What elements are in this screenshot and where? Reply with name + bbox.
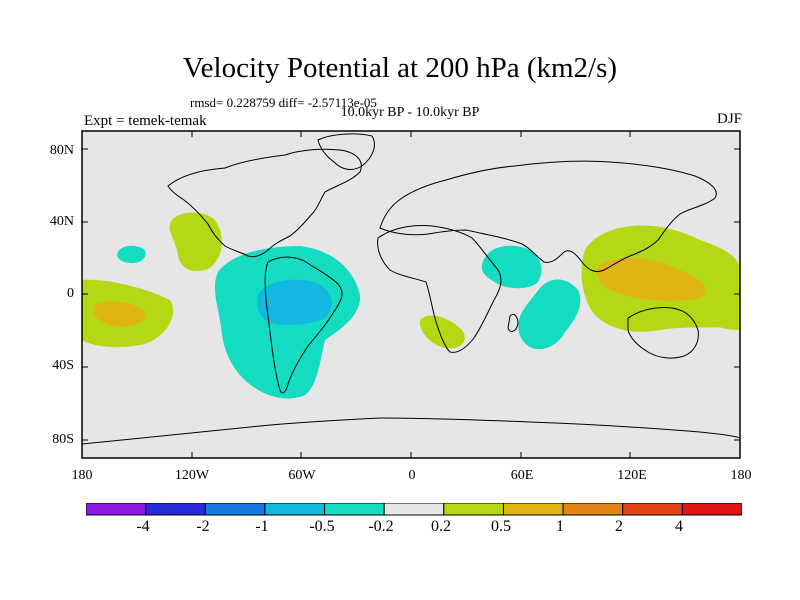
x-tick-label: 0 [408, 468, 416, 483]
y-tick-label: 0 [67, 286, 74, 301]
x-tick-label: 180 [71, 468, 93, 483]
coast-greenland [317, 133, 375, 170]
colorbar-label: -0.5 [309, 518, 335, 535]
experiment-label: Expt = temek-temak [84, 113, 207, 129]
stats-text: rmsd= 0.228759 diff= -2.57113e-05 [190, 95, 377, 110]
contour-positive-mid-maritime [596, 257, 706, 301]
colorbar-label: 4 [675, 518, 683, 535]
coastlines [82, 133, 740, 445]
colorbar-swatch [324, 503, 385, 516]
contour-negative-mid-amazon [257, 279, 333, 325]
coast-europe-asia [379, 160, 717, 273]
plot-title: Velocity Potential at 200 hPa (km2/s) [182, 52, 618, 84]
colorbar-swatch [562, 503, 624, 516]
coast-madagascar [507, 313, 519, 332]
colorbar-swatch [502, 503, 564, 516]
contour-fills [82, 212, 740, 399]
colorbar-label: -2 [196, 518, 210, 535]
colorbar-swatch [383, 503, 445, 516]
y-tick-label: 40N [49, 214, 74, 229]
season-label: DJF [716, 111, 742, 127]
colorbar-label: -1 [255, 518, 269, 535]
y-tick-label: 80N [49, 143, 74, 158]
coast-north-america [167, 148, 362, 258]
x-tick-label: 120W [174, 468, 210, 483]
x-tick-label: 60W [288, 468, 316, 483]
axis-ticks [81, 131, 741, 458]
coast-antarctica [82, 417, 740, 445]
y-tick-label: 80S [52, 432, 74, 447]
colorbar-swatch [204, 503, 266, 516]
colorbar-swatch [443, 503, 504, 516]
coast-australia [627, 307, 699, 359]
colorbar-label: 0.2 [431, 518, 451, 535]
contour-positive-south-africa [419, 315, 465, 349]
contour-positive-east-pacific-edge [700, 285, 740, 330]
colorbar-label: -0.2 [368, 518, 394, 535]
colorbar [86, 503, 742, 516]
colorbar-swatch [622, 503, 683, 516]
contour-negative-north-pacific [117, 245, 146, 264]
coast-africa [377, 225, 502, 353]
colorbar-swatch [86, 503, 147, 516]
x-tick-label: 120E [617, 468, 647, 483]
contour-positive-north-pacific [169, 212, 222, 272]
subtitle: 10.0kyr BP - 10.0kyr BP [340, 105, 480, 120]
contour-positive-mid-pacific [93, 301, 146, 327]
contour-negative-indian-ocean [518, 279, 581, 350]
x-tick-label: 60E [510, 468, 534, 483]
contour-negative-arabia [481, 245, 542, 289]
x-tick-label: 180 [730, 468, 752, 483]
colorbar-swatch [264, 503, 326, 516]
colorbar-label: -4 [136, 518, 150, 535]
colorbar-label: 2 [615, 518, 623, 535]
colorbar-label: 1 [556, 518, 564, 535]
colorbar-swatch [681, 503, 742, 516]
y-tick-label: 40S [52, 358, 74, 373]
coast-south-america [264, 256, 343, 394]
colorbar-label: 0.5 [491, 518, 511, 535]
colorbar-swatch [145, 503, 206, 516]
